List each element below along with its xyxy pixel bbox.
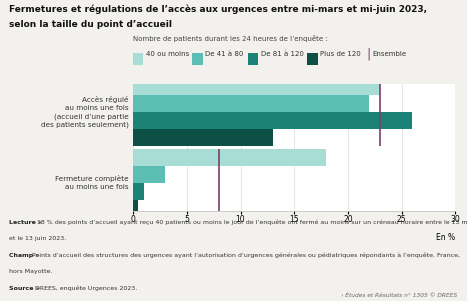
Bar: [133, 129, 273, 146]
Text: hors Mayotte.: hors Mayotte.: [9, 269, 53, 275]
Bar: [133, 183, 144, 200]
Bar: [133, 166, 165, 183]
Text: Lecture »: Lecture »: [9, 220, 44, 225]
Bar: [133, 78, 380, 95]
Bar: [133, 95, 369, 112]
Text: › Études et Résultats n° 1305 © DREES: › Études et Résultats n° 1305 © DREES: [341, 293, 458, 298]
Bar: [133, 149, 326, 166]
Text: De 81 à 120: De 81 à 120: [261, 51, 304, 57]
Text: 18 % des points d’accueil ayant reçu 40 patients ou moins le jour de l’enquête o: 18 % des points d’accueil ayant reçu 40 …: [37, 220, 467, 225]
Text: Source »: Source »: [9, 286, 42, 291]
Text: et le 13 juin 2023.: et le 13 juin 2023.: [9, 236, 67, 241]
Text: |: |: [367, 47, 371, 60]
Text: Points d’accueil des structures des urgences ayant l’autorisation d’urgences gén: Points d’accueil des structures des urge…: [32, 253, 460, 258]
Bar: [133, 112, 412, 129]
X-axis label: En %: En %: [436, 234, 455, 243]
Text: Ensemble: Ensemble: [372, 51, 406, 57]
Text: Champ »: Champ »: [9, 253, 42, 258]
Text: DREES, enquête Urgences 2023.: DREES, enquête Urgences 2023.: [35, 286, 137, 291]
Bar: [133, 200, 138, 217]
Text: Nombre de patients durant les 24 heures de l’enquête :: Nombre de patients durant les 24 heures …: [133, 35, 328, 42]
Text: selon la taille du point d’accueil: selon la taille du point d’accueil: [9, 20, 172, 29]
Text: Fermetures et régulations de l’accès aux urgences entre mi-mars et mi-juin 2023,: Fermetures et régulations de l’accès aux…: [9, 5, 427, 14]
Text: Plus de 120: Plus de 120: [320, 51, 361, 57]
Text: 40 ou moins: 40 ou moins: [146, 51, 189, 57]
Text: Fermeture complète
au moins une fois: Fermeture complète au moins une fois: [55, 175, 128, 191]
Text: De 41 à 80: De 41 à 80: [205, 51, 243, 57]
Text: Accès régulé
au moins une fois
(accueil d’une partie
des patients seulement): Accès régulé au moins une fois (accueil …: [41, 96, 128, 128]
